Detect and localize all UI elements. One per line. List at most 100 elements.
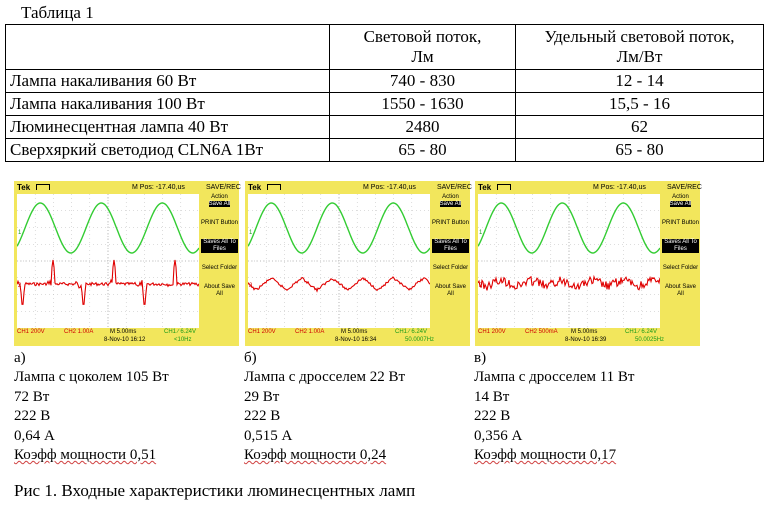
description-line: Лампа с дросселем 11 Вт [474,369,635,386]
menu-action: Action [442,194,459,200]
row-specific-flux: 65 - 80 [515,138,764,162]
scope-brand: Tek [478,183,492,192]
menu-save-all: Save All [669,201,692,207]
footer-date: 8-Nov-10 16:39 [565,337,607,343]
table-row: Лампа накаливания 60 Вт 740 - 830 12 - 1… [5,69,764,93]
scope-header: Tek M Pos: -17.40,us SAVE/REC [475,181,702,195]
footer-ch2: CH2 1.00A [295,329,325,335]
menu-print-button: PRINT Button [201,220,238,226]
footer-freq: <10Hz [174,337,192,343]
row-label: Лампа накаливания 60 Вт [5,69,330,93]
ch2-marker: 2 [249,283,253,289]
footer-ch1: CH1 200V [248,329,276,335]
scope-header: Tek M Pos: -17.40,us SAVE/REC [14,181,241,195]
oscilloscope-screenshot: Tek M Pos: -17.40,us SAVE/REC 1 2 Action Save … [245,181,472,346]
oscilloscope-screenshot: Tek M Pos: -17.40,us SAVE/REC 1 2 Action Save … [14,181,241,346]
description-line: 0,356 А [474,427,523,444]
menu-select-folder: Select Folder [662,265,699,271]
footer-date: 8-Nov-10 16:12 [104,337,146,343]
description-letter: а) [14,350,26,366]
scope-brand: Tek [248,183,262,192]
scope-mode: SAVE/REC [437,184,472,191]
table-row: Сверхяркий светодиод CLN6A 1Вт 65 - 80 6… [5,138,764,162]
menu-saves-all: Saves All To Files [662,239,699,253]
menu-action: Action [211,194,228,200]
menu-save-all: Save All [439,201,462,207]
menu-about: About Save All [203,284,236,297]
menu-print-button: PRINT Button [662,220,699,226]
menu-print-button: PRINT Button [432,220,469,226]
scope-mpos: M Pos: -17.40,us [132,184,185,191]
trigger-icon [36,184,50,190]
menu-save-all: Save All [208,201,231,207]
ch1-voltage-trace [247,202,431,254]
ch2-current-trace [16,259,200,305]
ch2-marker: 2 [479,283,483,289]
scope-mode: SAVE/REC [206,184,241,191]
ch2-marker: 2 [18,283,22,289]
row-specific-flux: 15,5 - 16 [515,92,764,116]
footer-time: M 5.00ms [110,329,137,335]
footer-trig: CH1 ∕ 6.24V [625,329,658,335]
footer-trig: CH1 ∕ 6.24V [395,329,428,335]
row-flux: 65 - 80 [329,138,516,162]
scope-waveform-plot: 12 [16,194,200,328]
scope-menu: Action Save All PRINT Button Saves All To F… [432,194,469,328]
footer-date: 8-Nov-10 16:34 [335,337,377,343]
row-label: Лампа накаливания 100 Вт [5,92,330,116]
footer-ch2: CH2 1.00A [64,329,94,335]
header-cell-flux: Световой поток, Лм [329,24,516,70]
footer-ch1: CH1 200V [17,329,45,335]
row-specific-flux: 62 [515,115,764,139]
description-line: Коэфф мощности 0,17 [474,447,617,464]
footer-time: M 5.00ms [341,329,368,335]
scope-header: Tek M Pos: -17.40,us SAVE/REC [245,181,472,195]
scope-footer: CH1 200V CH2 500mA M 5.00ms CH1 ∕ 6.24V 8-No… [475,329,700,346]
row-label: Люминесцентная лампа 40 Вт [5,115,330,139]
row-flux: 2480 [329,115,516,139]
scope-footer: CH1 200V CH2 1.00A M 5.00ms CH1 ∕ 6.24V 8-No… [14,329,239,346]
description-line: Коэфф мощности 0,51 [14,447,157,464]
footer-freq: 50.0025Hz [635,337,665,343]
description-line: 222 В [474,408,511,425]
description-letter: в) [474,350,487,366]
luminous-flux-table: Световой поток, Лм Удельный световой пото… [5,24,764,162]
header-cell-empty [5,24,330,70]
figure-caption: Рис 1. Входные характеристики люминесцен… [14,481,416,500]
description-line: Лампа с цоколем 105 Вт [14,369,169,386]
description-line: 0,64 А [14,427,55,444]
description-line: 222 В [244,408,281,425]
ch1-voltage-trace [477,202,661,254]
scope-mpos: M Pos: -17.40,us [593,184,646,191]
header-cell-specific-flux: Удельный световой поток, Лм/Вт [515,24,764,70]
footer-trig: CH1 ∕ 6.24V [164,329,197,335]
table-header-row: Световой поток, Лм Удельный световой пото… [5,24,764,70]
description-line: Лампа с дросселем 22 Вт [244,369,406,386]
ch1-marker: 1 [18,230,22,236]
menu-saves-all: Saves All To Files [201,239,238,253]
menu-saves-all: Saves All To Files [432,239,469,253]
ch2-current-trace [477,274,661,291]
description-line: 29 Вт [244,388,280,405]
table-title: Таблица 1 [21,3,94,22]
description-b: б) Лампа с дросселем 22 Вт 29 Вт 222 В 0… [244,349,405,465]
row-specific-flux: 12 - 14 [515,69,764,93]
scope-brand: Tek [17,183,31,192]
footer-freq: 50.0007Hz [405,337,435,343]
menu-about: About Save All [434,284,467,297]
description-line: 72 Вт [14,388,50,405]
table-row: Лампа накаливания 100 Вт 1550 - 1630 15,… [5,92,764,116]
scope-menu: Action Save All PRINT Button Saves All To F… [662,194,699,328]
oscilloscope-screenshot: Tek M Pos: -17.40,us SAVE/REC 1 2 Action Save … [475,181,702,346]
description-line: 222 В [14,408,51,425]
description-line: 0,515 А [244,427,293,444]
footer-time: M 5.00ms [571,329,598,335]
ch1-marker: 1 [249,230,253,236]
description-line: 14 Вт [474,388,510,405]
menu-action: Action [672,194,689,200]
scope-menu: Action Save All PRINT Button Saves All To F… [201,194,238,328]
scope-waveform-plot: 12 [247,194,431,328]
